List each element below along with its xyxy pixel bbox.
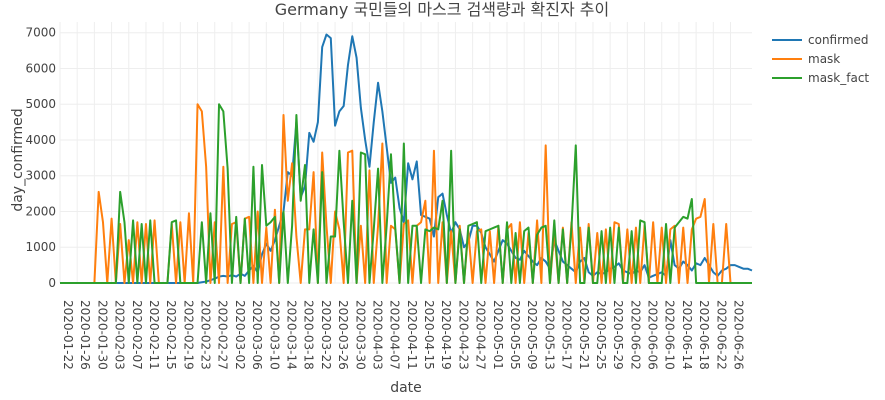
x-tick-label: 2020-05-25	[594, 300, 608, 370]
x-tick-label: 2020-02-11	[147, 300, 161, 370]
x-tick-label: 2020-05-29	[611, 300, 625, 370]
x-tick-label: 2020-04-19	[439, 300, 453, 370]
x-tick-label: 2020-03-22	[319, 300, 333, 370]
x-tick-label: 2020-04-27	[474, 300, 488, 370]
x-tick-label: 2020-03-26	[336, 300, 350, 370]
chart-title: Germany 국민들의 마스크 검색량과 확진자 추이	[275, 0, 610, 19]
x-tick-label: 2020-05-17	[560, 300, 574, 370]
series-line-confirmed	[60, 33, 753, 284]
legend[interactable]: confirmed mask mask_fact	[772, 33, 869, 85]
x-tick-label: 2020-01-22	[61, 300, 75, 370]
x-tick-label: 2020-02-07	[130, 300, 144, 370]
legend-label: mask_fact	[808, 71, 869, 85]
x-tick-label: 2020-03-14	[285, 300, 299, 370]
y-tick-label: 6000	[25, 61, 56, 75]
y-tick-label: 0	[48, 276, 56, 290]
x-tick-label: 2020-03-06	[250, 300, 264, 370]
y-tick-label: 7000	[25, 26, 56, 40]
x-tick-label: 2020-06-10	[663, 300, 677, 370]
legend-label: mask	[808, 52, 840, 66]
y-tick-label: 2000	[25, 204, 56, 218]
x-tick-label: 2020-02-19	[181, 300, 195, 370]
legend-item-confirmed[interactable]: confirmed	[772, 33, 869, 47]
x-tick-label: 2020-05-21	[577, 300, 591, 370]
x-tick-label: 2020-03-10	[267, 300, 281, 370]
x-tick-label: 2020-04-07	[388, 300, 402, 370]
x-tick-label: 2020-06-02	[628, 300, 642, 370]
y-tick-label: 4000	[25, 133, 56, 147]
y-tick-label: 1000	[25, 240, 56, 254]
legend-label: confirmed	[808, 33, 869, 47]
x-tick-label: 2020-01-30	[95, 300, 109, 370]
x-tick-label: 2020-04-03	[370, 300, 384, 370]
x-tick-label: 2020-04-23	[456, 300, 470, 370]
x-tick-label: 2020-02-27	[216, 300, 230, 370]
x-tick-label: 2020-05-13	[542, 300, 556, 370]
x-tick-label: 2020-05-09	[525, 300, 539, 370]
legend-item-mask[interactable]: mask	[772, 52, 840, 66]
series-lines	[60, 33, 753, 284]
x-axis: 2020-01-22 2020-01-26 2020-01-30 2020-02-03…	[61, 300, 746, 370]
x-tick-label: 2020-06-26	[732, 300, 746, 370]
x-tick-label: 2020-04-15	[422, 300, 436, 370]
series-line-mask-fact	[60, 103, 752, 284]
y-tick-label: 3000	[25, 169, 56, 183]
x-tick-label: 2020-03-30	[353, 300, 367, 370]
grid	[59, 22, 752, 284]
x-tick-label: 2020-02-23	[199, 300, 213, 370]
x-tick-label: 2020-06-06	[646, 300, 660, 370]
x-tick-label: 2020-02-03	[113, 300, 127, 370]
y-tick-label: 5000	[25, 97, 56, 111]
x-tick-label: 2020-03-02	[233, 300, 247, 370]
x-tick-label: 2020-04-11	[405, 300, 419, 370]
legend-item-mask-fact[interactable]: mask_fact	[772, 71, 869, 85]
x-tick-label: 2020-03-18	[302, 300, 316, 370]
x-tick-label: 2020-01-26	[78, 300, 92, 370]
y-axis-title: day_confirmed	[10, 108, 26, 211]
x-tick-label: 2020-06-18	[697, 300, 711, 370]
y-axis: 0 1000 2000 3000 4000 5000 6000 7000	[25, 26, 56, 290]
x-tick-label: 2020-06-14	[680, 300, 694, 370]
x-tick-label: 2020-02-15	[164, 300, 178, 370]
x-tick-label: 2020-06-22	[714, 300, 728, 370]
x-tick-label: 2020-05-01	[491, 300, 505, 370]
x-tick-label: 2020-05-05	[508, 300, 522, 370]
x-axis-title: date	[390, 380, 422, 396]
